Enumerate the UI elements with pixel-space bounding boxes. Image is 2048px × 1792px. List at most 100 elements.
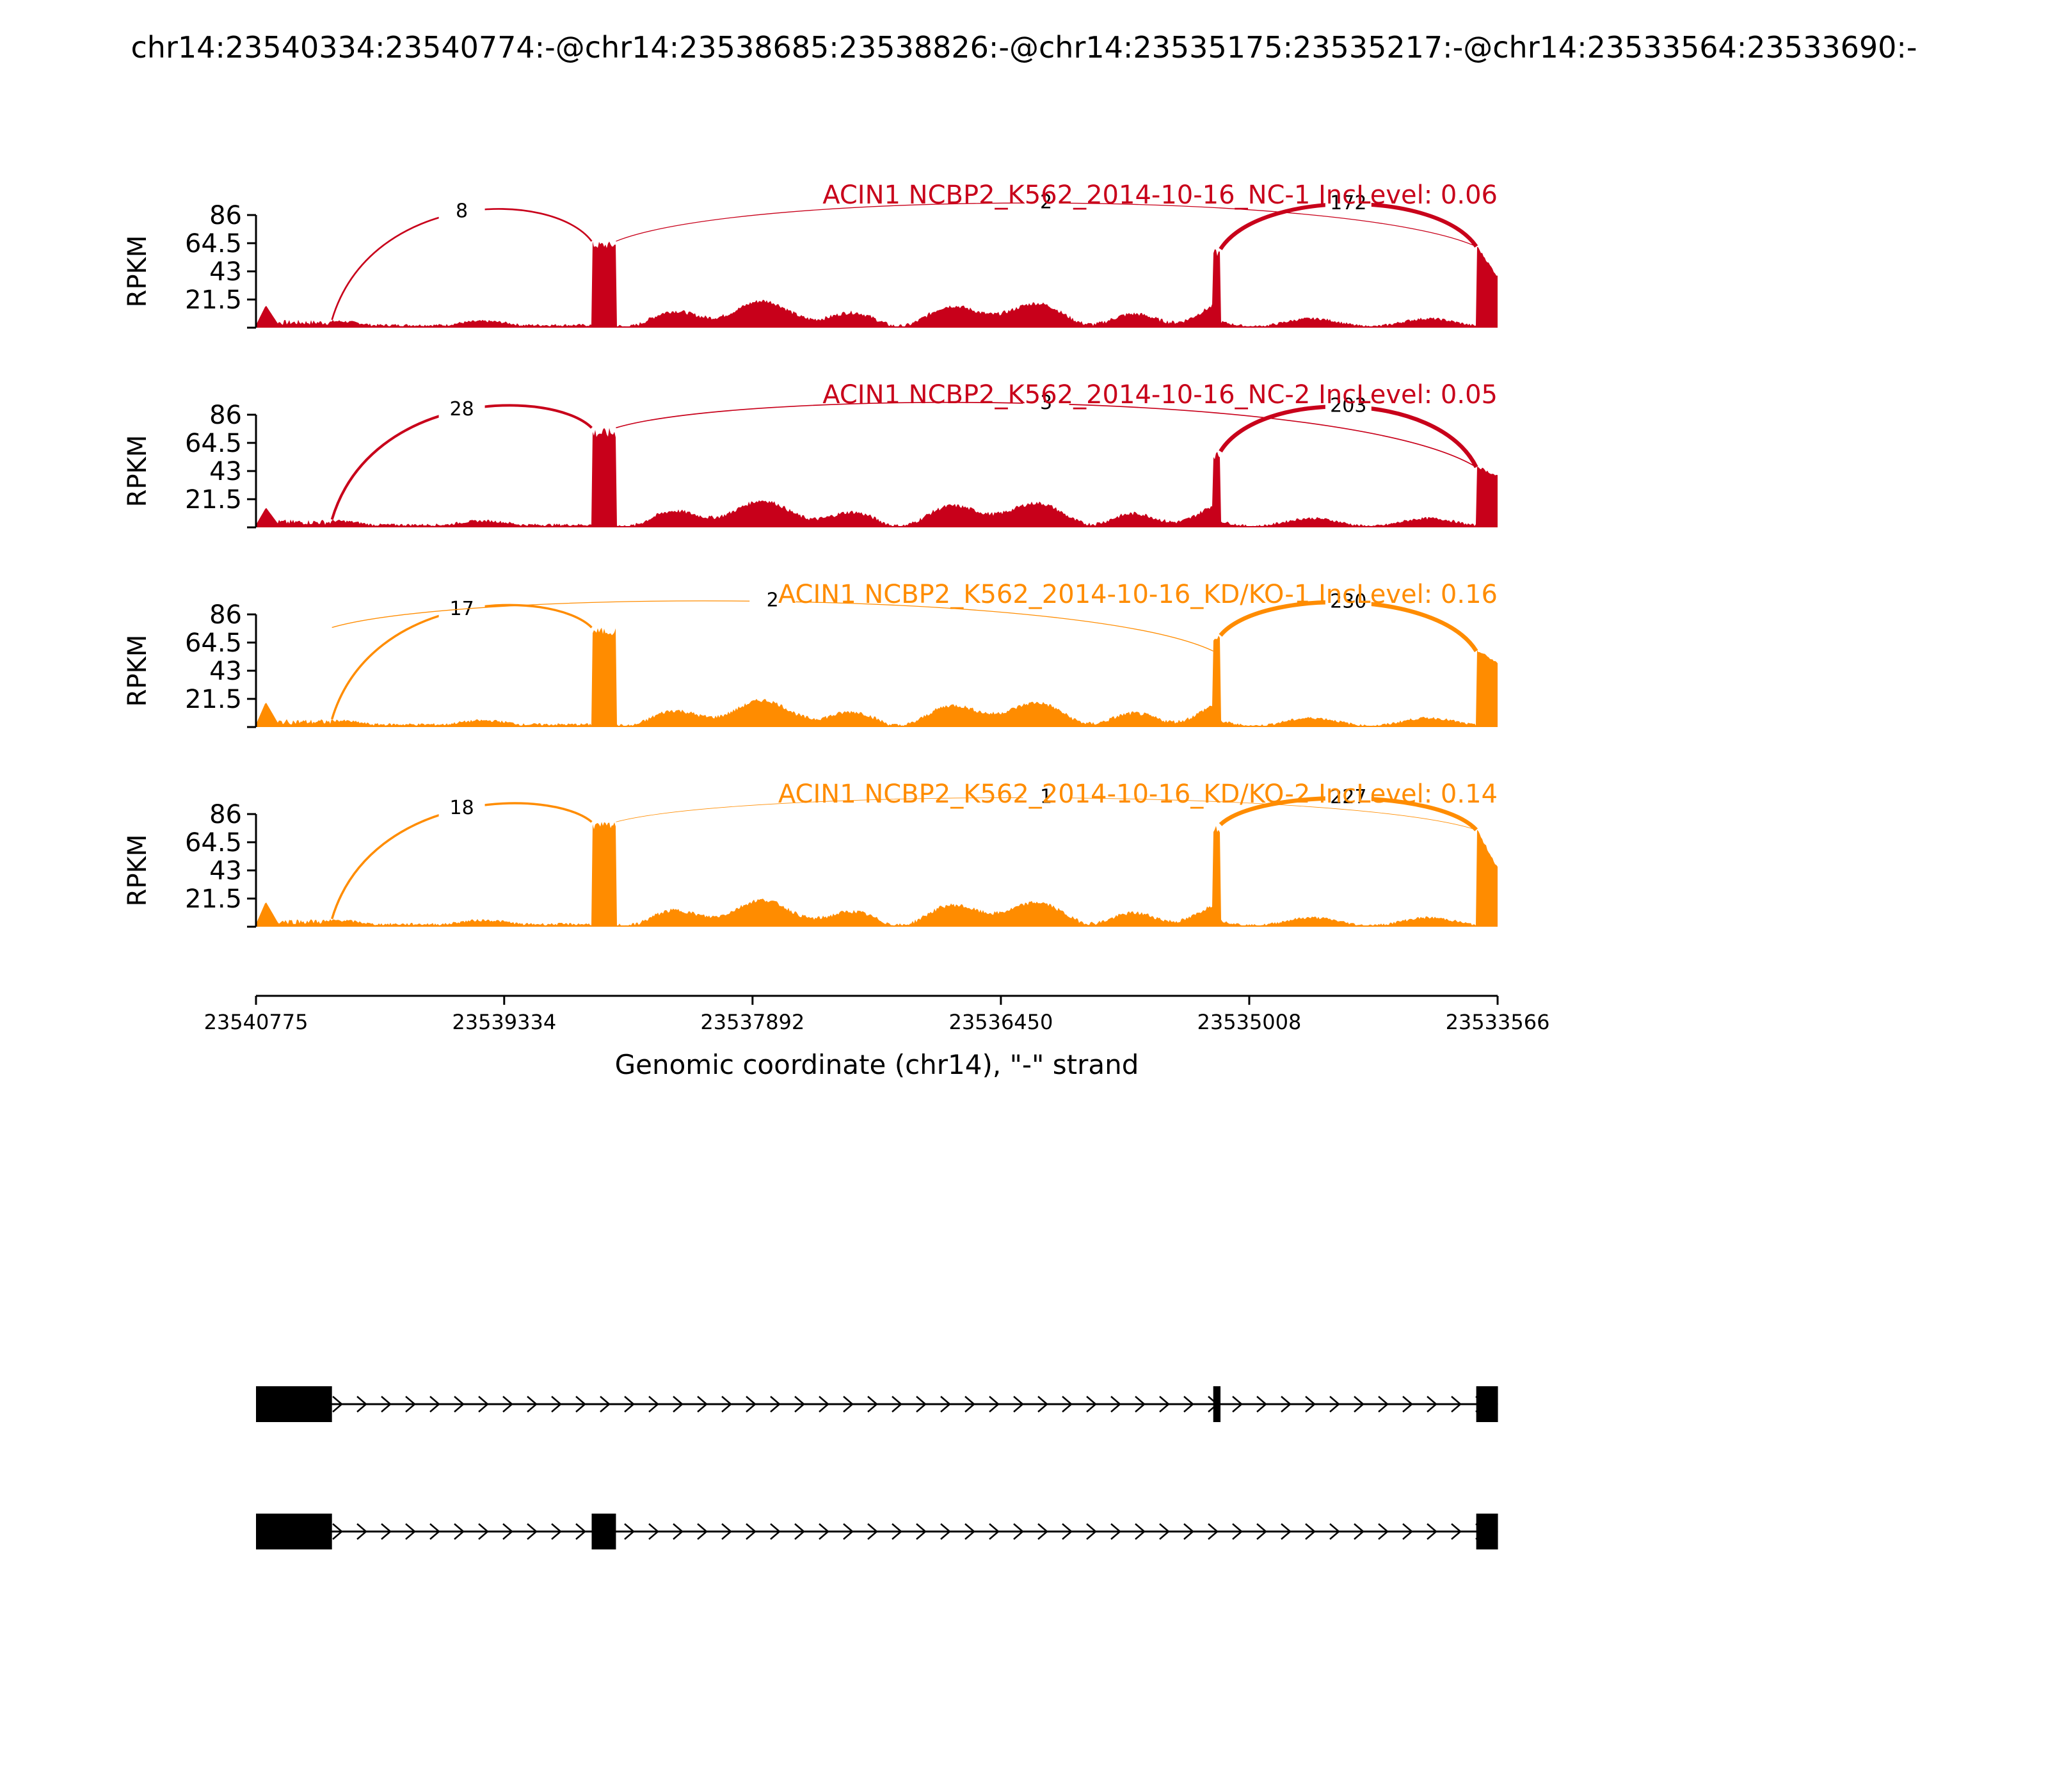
x-axis-label: Genomic coordinate (chr14), "-" strand — [615, 1049, 1139, 1080]
strand-arrow — [867, 1396, 878, 1412]
strand-arrow — [1208, 1523, 1219, 1540]
strand-arrow — [673, 1523, 684, 1540]
track-label: ACIN1 NCBP2_K562_2014-10-16_KD/KO-2 IncL… — [778, 780, 1498, 809]
strand-arrow — [429, 1523, 440, 1540]
strand-arrow — [575, 1523, 586, 1540]
junction-read-count: 28 — [449, 398, 474, 420]
strand-arrow — [1427, 1523, 1437, 1540]
strand-arrow — [989, 1396, 1000, 1412]
strand-arrow — [794, 1523, 805, 1540]
strand-arrow — [1329, 1396, 1340, 1412]
strand-arrow — [624, 1396, 635, 1412]
strand-arrow — [527, 1396, 538, 1412]
junction-arc — [330, 802, 593, 920]
track-label: ACIN1 NCBP2_K562_2014-10-16_NC-2 IncLeve… — [822, 380, 1498, 410]
strand-arrow — [1451, 1396, 1462, 1412]
strand-arrow — [1135, 1523, 1146, 1540]
junction-arc — [331, 208, 593, 321]
junction-read-count: 1 — [1040, 786, 1052, 808]
y-tick-label: 86 — [209, 201, 242, 230]
junction-read-count: 2 — [767, 589, 779, 612]
strand-arrow — [1354, 1396, 1364, 1412]
strand-arrow — [454, 1396, 465, 1412]
junction-read-count: 227 — [1330, 786, 1366, 808]
x-tick-label: 23535008 — [1197, 1010, 1302, 1034]
strand-arrow — [600, 1396, 611, 1412]
strand-arrow — [1086, 1523, 1097, 1540]
strand-arrow — [551, 1523, 562, 1540]
strand-arrow — [1451, 1523, 1462, 1540]
x-tick-label: 23540775 — [204, 1010, 308, 1034]
strand-arrow — [721, 1523, 732, 1540]
y-axis-label: RPKM — [123, 236, 152, 308]
strand-arrow — [405, 1396, 416, 1412]
figure-title: chr14:23540334:23540774:-@chr14:23538685… — [131, 30, 1917, 65]
junction-read-count: 203 — [1330, 394, 1366, 417]
x-axis: 23540775 23539334 23537892 23536450 23535008… — [204, 995, 1550, 1080]
strand-arrow — [1281, 1396, 1292, 1412]
isoform-1 — [256, 1386, 1498, 1422]
strand-arrow — [429, 1396, 440, 1412]
junction-label-bg — [1023, 191, 1069, 212]
strand-arrow — [916, 1523, 927, 1540]
junction-label-bg — [438, 399, 485, 420]
strand-arrow — [1062, 1396, 1073, 1412]
junction-read-count: 8 — [456, 200, 468, 223]
strand-arrow — [1037, 1523, 1048, 1540]
junction-read-count: 3 — [1040, 392, 1052, 414]
coverage-area — [256, 241, 1498, 328]
junction-read-count: 230 — [1330, 590, 1366, 612]
x-tick-label: 23537892 — [700, 1010, 804, 1034]
strand-arrow — [721, 1396, 732, 1412]
junction-label-bg — [438, 200, 485, 221]
strand-arrow — [819, 1396, 829, 1412]
strand-arrow — [454, 1523, 465, 1540]
strand-arrow — [1256, 1523, 1267, 1540]
strand-arrow — [1135, 1396, 1146, 1412]
junction-read-count: 18 — [449, 797, 474, 819]
x-tick-label: 23533566 — [1446, 1010, 1550, 1034]
y-tick-label: 21.5 — [185, 285, 242, 315]
y-tick-label: 43 — [209, 657, 242, 686]
coverage-area — [256, 627, 1498, 727]
strand-arrow — [892, 1523, 902, 1540]
junction-label-bg — [1023, 786, 1069, 807]
strand-arrow — [989, 1523, 1000, 1540]
strand-arrow — [964, 1396, 975, 1412]
strand-arrow — [794, 1396, 805, 1412]
junction-label-bg — [1325, 591, 1372, 612]
strand-arrow — [1329, 1523, 1340, 1540]
exon-block — [256, 1386, 332, 1422]
strand-arrow — [1110, 1396, 1121, 1412]
coverage-area — [256, 822, 1498, 927]
strand-arrow — [1256, 1396, 1267, 1412]
y-tick-label: 43 — [209, 856, 242, 886]
strand-arrow — [843, 1523, 854, 1540]
x-tick-label: 23539334 — [452, 1010, 556, 1034]
strand-arrow — [1427, 1396, 1437, 1412]
y-tick-label: 64.5 — [185, 229, 242, 259]
strand-arrow — [1305, 1523, 1316, 1540]
exon-block — [1213, 1386, 1221, 1422]
exon-block — [1476, 1386, 1498, 1422]
y-tick-label: 64.5 — [185, 429, 242, 458]
isoform-2 — [256, 1514, 1498, 1549]
y-tick-label: 21.5 — [185, 485, 242, 515]
strand-arrow — [697, 1396, 708, 1412]
strand-arrow — [1013, 1396, 1024, 1412]
strand-arrow — [770, 1396, 781, 1412]
strand-arrow — [1037, 1396, 1048, 1412]
y-tick-label: 21.5 — [185, 884, 242, 914]
y-tick-label: 64.5 — [185, 628, 242, 658]
junction-read-count: 172 — [1330, 192, 1366, 214]
strand-arrow — [867, 1523, 878, 1540]
y-tick-label: 86 — [209, 401, 242, 430]
y-tick-label: 86 — [209, 600, 242, 630]
track-label: ACIN1 NCBP2_K562_2014-10-16_NC-1 IncLeve… — [822, 180, 1498, 210]
